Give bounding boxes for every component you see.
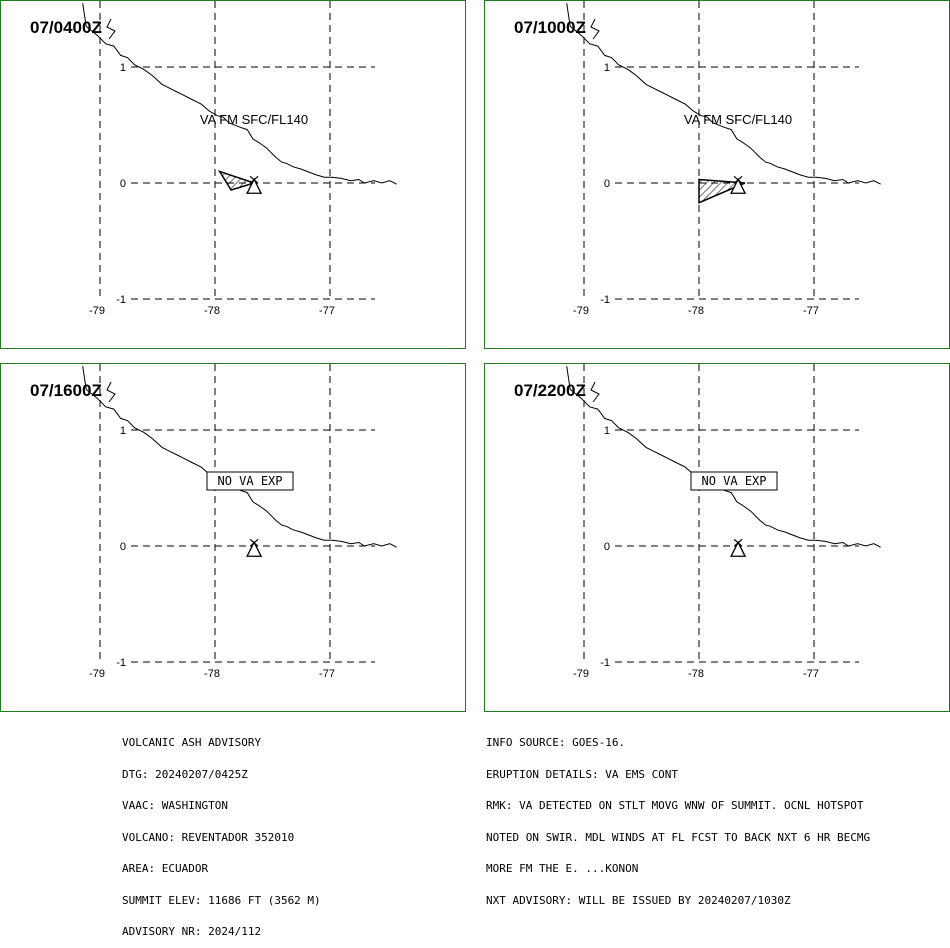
volcano-icon (730, 540, 747, 557)
eruption-mark (733, 538, 743, 547)
lon-tick-label: -77 (319, 668, 335, 680)
map-canvas: -79 -78 -77 1 0 -1 NO VA EXP (82, 364, 397, 680)
volcano-icon (730, 177, 747, 194)
no-va-label: NO VA EXP (701, 474, 766, 488)
lon-tick-label: -77 (319, 305, 335, 317)
advisory-line: NXT ADVISORY: WILL BE ISSUED BY 20240207… (486, 893, 791, 907)
advisory-line: RMK: VA DETECTED ON STLT MOVG WNW OF SUM… (486, 799, 864, 812)
map-panel-2200z: -79 -78 -77 1 0 -1 NO VA EXP 07/2200Z (484, 363, 950, 712)
advisory-line: VAAC: WASHINGTON (122, 799, 228, 812)
lon-tick-label: -77 (803, 305, 819, 317)
map-canvas: -79 -78 -77 1 0 -1 VA FM SFC/FL140 (82, 1, 397, 317)
coastline-inlet (590, 18, 600, 40)
lat-tick-label: -1 (600, 294, 610, 306)
lon-tick-label: -78 (688, 305, 704, 317)
advisory-line: AREA: ECUADOR (122, 862, 209, 875)
lat-tick-label: -1 (600, 657, 610, 669)
map-panel-1600z: -79 -78 -77 1 0 -1 NO VA EXP 07/1600Z (0, 363, 466, 712)
ash-cloud-polygon (217, 170, 257, 191)
lat-tick-label: 1 (604, 62, 610, 74)
advisory-line: DTG: 20240207/0425Z (122, 767, 248, 781)
advisory-line: ADVISORY NR: 2024/112 (122, 925, 262, 938)
advisory-line: VOLCANO: REVENTADOR 352010 (122, 830, 295, 844)
lat-tick-label: 1 (120, 62, 126, 74)
va-level-label: VA FM SFC/FL140 (200, 112, 308, 127)
coastline-inlet (590, 381, 600, 403)
coastline-inlet (106, 18, 116, 40)
lat-tick-label: -1 (116, 657, 126, 669)
time-label: 07/1600Z (30, 381, 102, 400)
time-label: 07/2200Z (514, 381, 586, 400)
lon-tick-label: -77 (803, 668, 819, 680)
lat-tick-label: 1 (604, 425, 610, 437)
eruption-mark (249, 175, 259, 184)
eruption-mark (249, 538, 259, 547)
va-level-label: VA FM SFC/FL140 (684, 112, 792, 127)
coastline (82, 3, 397, 185)
lat-tick-label: 0 (120, 541, 126, 553)
lat-tick-label: 0 (604, 541, 610, 553)
advisory-line: MORE FM THE E. ...KONON (486, 862, 639, 875)
lat-tick-label: 0 (120, 178, 126, 190)
map-panel-1000z: -79 -78 -77 1 0 -1 VA FM SFC/FL140 07/1000Z (484, 0, 950, 349)
lon-tick-label: -79 (573, 305, 589, 317)
lat-tick-label: -1 (116, 294, 126, 306)
map-canvas: -79 -78 -77 1 0 -1 NO VA EXP (566, 364, 881, 680)
no-va-box (690, 471, 778, 491)
volcano-icon (246, 540, 263, 557)
eruption-mark (733, 175, 743, 184)
ash-cloud-polygon (698, 178, 746, 204)
advisory-remarks-block: INFO SOURCE: GOES-16. ERUPTION DETAILS: … (486, 717, 870, 917)
map-panel-0400z: -79 -78 -77 1 0 -1 VA FM SFC/FL140 07/0400Z (0, 0, 466, 349)
no-va-box (206, 471, 294, 491)
advisory-header-block: VOLCANIC ASH ADVISORY DTG: 20240207/0425… (122, 717, 321, 948)
lon-tick-label: -79 (89, 668, 105, 680)
advisory-line: ERUPTION DETAILS: VA EMS CONT (486, 767, 679, 781)
coastline-inlet (106, 381, 116, 403)
advisory-line: INFO SOURCE: GOES-16. (486, 736, 626, 749)
advisory-line: SUMMIT ELEV: 11686 FT (3562 M) (122, 893, 321, 907)
time-label: 07/1000Z (514, 18, 586, 37)
coastline (82, 366, 397, 548)
advisory-line: VOLCANIC ASH ADVISORY (122, 736, 262, 749)
lon-tick-label: -79 (89, 305, 105, 317)
map-canvas: -79 -78 -77 1 0 -1 VA FM SFC/FL140 (566, 1, 881, 317)
lat-tick-label: 1 (120, 425, 126, 437)
lon-tick-label: -78 (204, 305, 220, 317)
advisory-line: NOTED ON SWIR. MDL WINDS AT FL FCST TO B… (486, 830, 871, 844)
coastline (566, 366, 881, 548)
no-va-label: NO VA EXP (217, 474, 282, 488)
lon-tick-label: -78 (204, 668, 220, 680)
lon-tick-label: -79 (573, 668, 589, 680)
lat-tick-label: 0 (604, 178, 610, 190)
lon-tick-label: -78 (688, 668, 704, 680)
time-label: 07/0400Z (30, 18, 102, 37)
volcano-icon (246, 177, 263, 194)
coastline (566, 3, 881, 185)
